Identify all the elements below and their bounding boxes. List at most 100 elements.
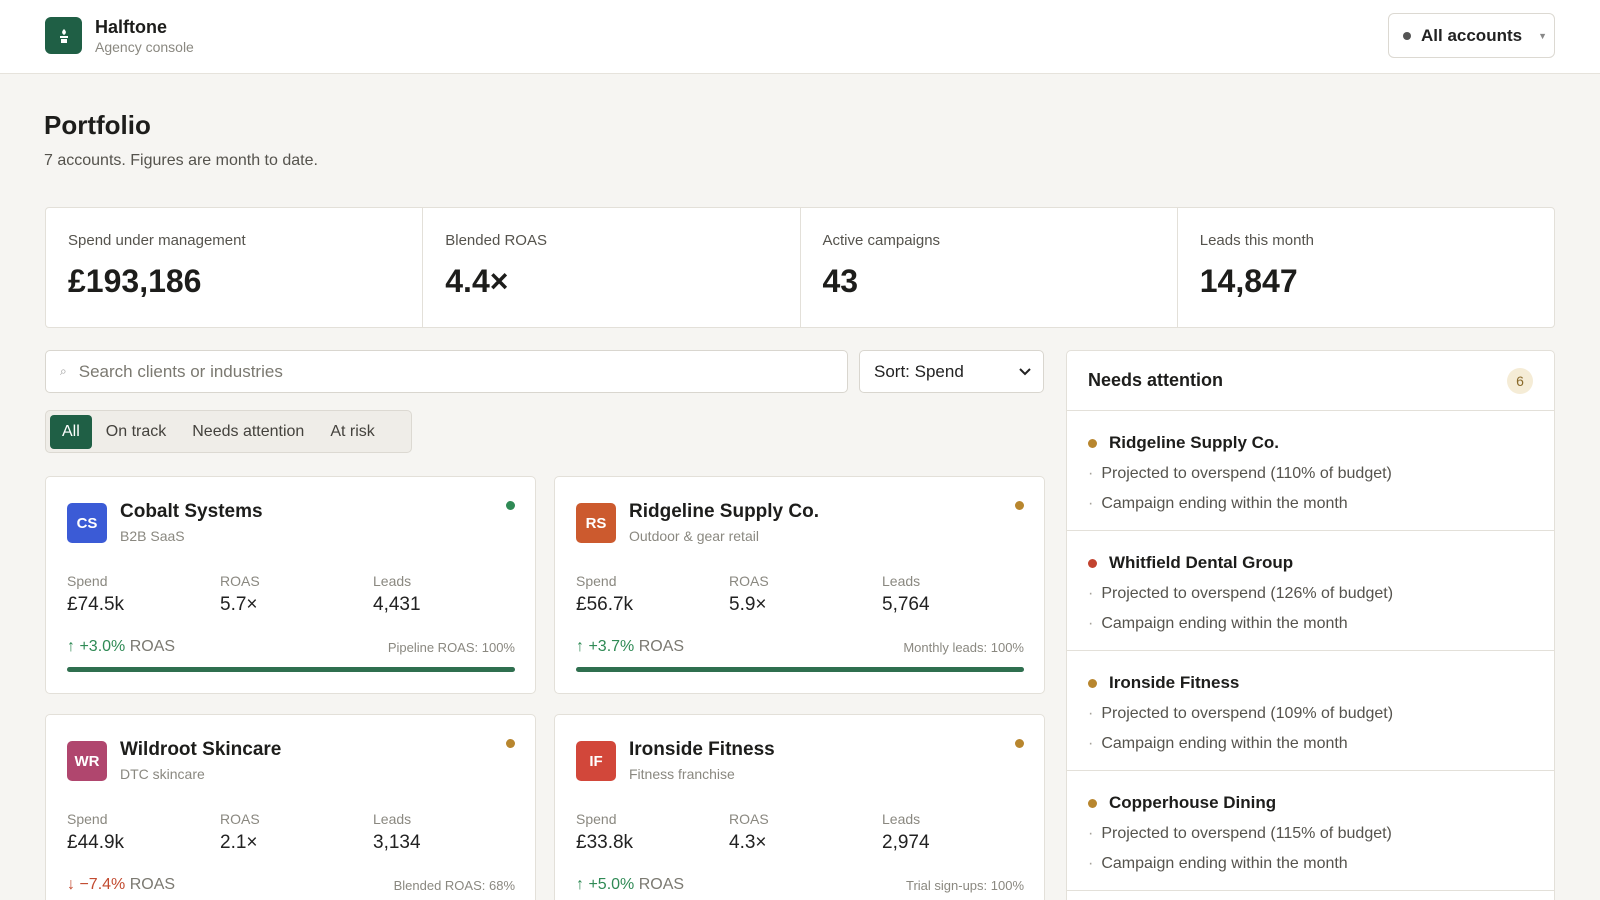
trend-arrow-icon: ↑ [576,638,584,655]
metric-value: 3,134 [373,832,421,853]
attention-reason: · Projected to overspend (110% of budget… [1088,465,1533,483]
filter-at-risk[interactable]: At risk [330,422,375,440]
metric-spend: Spend £33.8k [576,811,633,854]
metric-label: Spend [67,811,108,827]
attention-item[interactable]: Ironside Fitness · Projected to overspen… [1067,651,1554,771]
goal-progress-fill [576,667,1024,672]
search-input[interactable] [78,361,819,382]
status-dot-icon [1088,678,1097,688]
account-switcher-button[interactable]: All accounts ▼ [1388,13,1555,58]
status-dot-icon [1015,739,1024,748]
attention-item-header: Ridgeline Supply Co. [1088,433,1533,453]
metric-value: 4.3× [729,832,767,853]
attention-client-name: Copperhouse Dining [1109,793,1277,812]
metric-leads: Leads 3,134 [373,811,421,854]
status-dot-icon [506,501,515,510]
attention-item[interactable]: Copperhouse Dining · Projected to oversp… [1067,771,1554,891]
status-dot-icon [506,739,515,748]
client-name: Ironside Fitness [629,739,775,760]
metric-label: ROAS [220,573,260,589]
status-dot-icon [1088,438,1097,448]
account-switcher-label: All accounts [1421,25,1523,45]
attention-reason-text: Campaign ending within the month [1101,735,1348,752]
sort-select[interactable]: Sort: Spend [859,350,1044,393]
client-industry: DTC skincare [120,766,205,782]
delta-value: +5.0% [588,876,635,893]
attention-reason-text: Campaign ending within the month [1101,615,1348,632]
client-industry: B2B SaaS [120,528,185,544]
metric-value: 4,431 [373,594,421,615]
brand-subtitle: Agency console [95,39,194,55]
attention-reason: · Projected to overspend (115% of budget… [1088,825,1533,843]
metric-label: Leads [373,573,412,589]
attention-client-name: Whitfield Dental Group [1109,553,1294,572]
metric-leads: Leads 5,764 [882,573,930,616]
attention-reason: · Projected to overspend (126% of budget… [1088,585,1533,603]
sort-label: Sort: Spend [874,361,964,381]
brand-name: Halftone [95,17,167,37]
kpi-label: Blended ROAS [445,232,547,249]
client-card[interactable]: CS Cobalt Systems B2B SaaS Spend £74.5k … [45,476,536,694]
metric-roas: ROAS 5.9× [729,573,769,616]
metric-value: 5.9× [729,594,767,615]
account-dot-icon [1403,31,1411,40]
metric-label: Spend [576,811,617,827]
needs-attention-count-badge: 6 [1507,367,1533,394]
filter-on-track[interactable]: On track [105,422,167,440]
goal-progress-bar [67,667,515,672]
attention-reason-text: Campaign ending within the month [1101,855,1348,872]
metric-value: £74.5k [67,594,125,615]
metric-value: £56.7k [576,594,634,615]
needs-attention-title: Needs attention [1088,370,1224,390]
bullet-icon: · [1088,495,1094,512]
client-card[interactable]: RS Ridgeline Supply Co. Outdoor & gear r… [554,476,1045,694]
attention-item-header: Ironside Fitness [1088,673,1533,693]
metric-label: Leads [373,811,412,827]
attention-reason: · Projected to overspend (109% of budget… [1088,705,1533,723]
metric-spend: Spend £74.5k [67,573,124,616]
delta-suffix: ROAS [129,876,176,893]
client-card[interactable]: WR Wildroot Skincare DTC skincare Spend … [45,714,536,900]
attention-client-name: Ridgeline Supply Co. [1109,433,1280,452]
kpi-spend: Spend under management £193,186 [46,208,424,327]
needs-attention-header: Needs attention 6 [1067,351,1554,411]
client-card[interactable]: IF Ironside Fitness Fitness franchise Sp… [554,714,1045,900]
kpi-roas: Blended ROAS 4.4× [423,208,801,327]
attention-item[interactable]: Ridgeline Supply Co. · Projected to over… [1067,411,1554,531]
needs-attention-panel: Needs attention 6 Ridgeline Supply Co. ·… [1066,350,1555,900]
bullet-icon: · [1088,615,1094,632]
attention-client-name: Ironside Fitness [1109,673,1240,692]
metric-value: 5,764 [882,594,930,615]
filter-all[interactable]: All [50,414,92,449]
metric-spend: Spend £56.7k [576,573,633,616]
trend-arrow-icon: ↑ [67,638,75,655]
delta-suffix: ROAS [638,876,685,893]
delta-value: +3.7% [588,638,635,655]
kpi-value: 43 [822,263,859,299]
bullet-icon: · [1088,855,1094,872]
kpi-strip: Spend under management £193,186 Blended … [45,207,1555,328]
client-avatar: CS [67,503,107,543]
kpi-label: Active campaigns [822,232,941,249]
client-avatar: RS [576,503,616,543]
attention-reason: · Campaign ending within the month [1088,855,1533,873]
goal-progress-label: Blended ROAS: 68% [393,878,515,893]
attention-item[interactable]: Whitfield Dental Group · Projected to ov… [1067,531,1554,651]
goal-progress-label: Trial sign-ups: 100% [905,878,1024,893]
search-box[interactable]: ⌕ [45,350,848,393]
attention-reason-text: Projected to overspend (115% of budget) [1101,825,1392,842]
kpi-leads: Leads this month 14,847 [1178,208,1554,327]
metric-label: Spend [67,573,108,589]
status-dot-icon [1015,501,1024,510]
delta-suffix: ROAS [638,638,685,655]
attention-reason-text: Projected to overspend (126% of budget) [1101,585,1394,602]
bullet-icon: · [1088,585,1094,602]
goal-progress-label: Pipeline ROAS: 100% [387,640,515,655]
bullet-icon: · [1088,735,1094,752]
filter-needs-attention[interactable]: Needs attention [192,422,305,440]
client-name: Cobalt Systems [120,501,263,522]
status-dot-icon [1088,798,1097,808]
metric-label: ROAS [220,811,260,827]
metric-label: Spend [576,573,617,589]
page-title: Portfolio [44,110,151,140]
